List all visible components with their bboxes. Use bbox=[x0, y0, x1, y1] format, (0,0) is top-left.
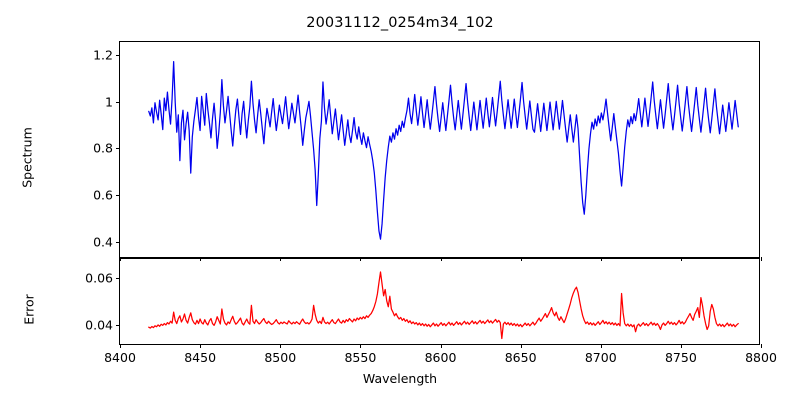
wavelength-xtick-label: 8500 bbox=[264, 350, 297, 365]
error-xtick bbox=[280, 344, 282, 348]
error-panel: 0.04 0.06 8400 8450 8500 8550 8600 8650 8700 8750… bbox=[85, 258, 777, 365]
error-line bbox=[149, 272, 738, 339]
spectrum-axis-label: Spectrum bbox=[19, 126, 35, 188]
spectrum-ytick bbox=[116, 101, 120, 103]
error-xtick bbox=[360, 344, 362, 348]
spectrum-ytick bbox=[116, 54, 120, 56]
wavelength-axis-label: Wavelength bbox=[362, 371, 438, 386]
spectrum-ytick-label: 1.2 bbox=[93, 47, 113, 63]
spectrum-xtick bbox=[440, 257, 442, 261]
spectrum-ytick bbox=[116, 148, 120, 150]
error-ytick bbox=[116, 278, 120, 280]
spectrum-ytick-label: 0.8 bbox=[93, 140, 113, 156]
spectrum-xtick bbox=[360, 257, 362, 261]
error-xtick bbox=[680, 344, 682, 348]
spectrum-xtick bbox=[120, 257, 121, 261]
spectrum-ytick-label: 0.6 bbox=[93, 187, 113, 203]
spectrum-panel: 0.4 0.6 0.8 1 1.2 bbox=[93, 41, 762, 261]
wavelength-xtick-label: 8700 bbox=[584, 350, 617, 365]
error-xtick bbox=[520, 344, 522, 348]
spectrum-ytick bbox=[116, 241, 120, 243]
wavelength-xtick-label: 8550 bbox=[344, 350, 377, 365]
spectrum-xtick bbox=[520, 257, 522, 261]
spectrum-xtick bbox=[200, 257, 202, 261]
wavelength-xtick-label: 8800 bbox=[745, 350, 777, 365]
spectrum-ytick-label: 0.4 bbox=[93, 234, 113, 249]
error-plot-area bbox=[120, 259, 759, 344]
wavelength-xtick-label: 8600 bbox=[424, 350, 457, 365]
spectrum-xtick bbox=[761, 257, 762, 261]
error-ytick-label: 0.06 bbox=[85, 270, 113, 286]
wavelength-xtick-label: 8400 bbox=[104, 350, 136, 365]
wavelength-xtick-label: 8750 bbox=[664, 350, 697, 365]
error-xtick bbox=[200, 344, 202, 348]
error-xtick bbox=[440, 344, 442, 348]
error-ytick bbox=[116, 324, 120, 326]
wavelength-xtick-label: 8650 bbox=[504, 350, 537, 365]
wavelength-xtick-label: 8450 bbox=[184, 350, 217, 365]
error-xtick bbox=[761, 344, 762, 348]
spectrum-line bbox=[149, 62, 738, 240]
error-ytick-label: 0.04 bbox=[85, 317, 113, 333]
spectrum-xtick bbox=[600, 257, 602, 261]
spectrum-xtick bbox=[680, 257, 682, 261]
spectrum-plot-area bbox=[120, 42, 759, 257]
error-xtick bbox=[120, 344, 121, 348]
spectrum-xtick bbox=[280, 257, 282, 261]
spectrum-ytick-label: 1 bbox=[105, 94, 113, 109]
error-axis-label: Error bbox=[21, 293, 37, 325]
spectrum-ytick bbox=[116, 194, 120, 196]
chart-title: 20031112_0254m34_102 bbox=[306, 15, 494, 31]
error-xtick bbox=[600, 344, 602, 348]
